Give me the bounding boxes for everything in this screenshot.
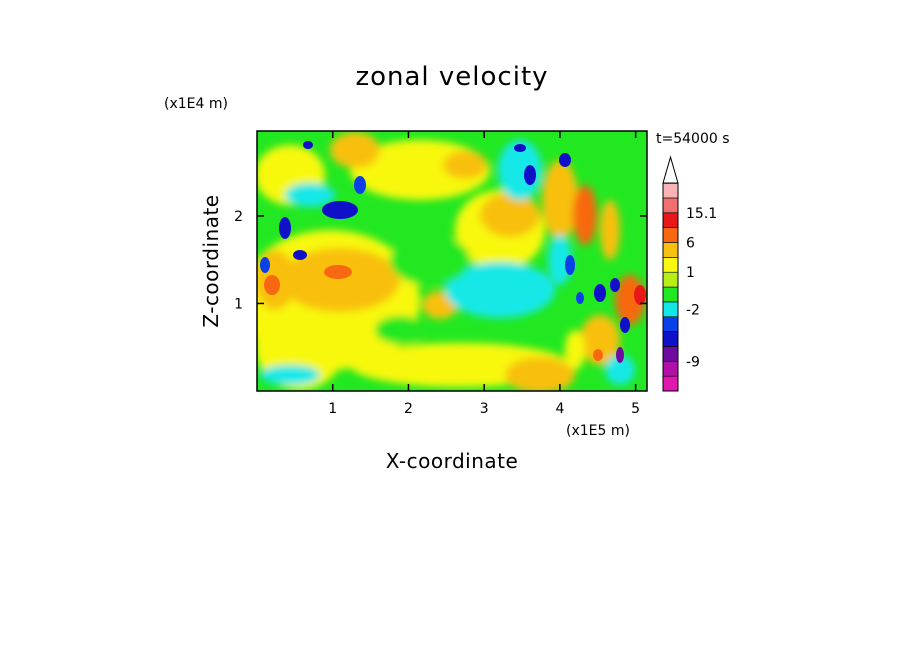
- colorbar-bin: [662, 257, 679, 273]
- colorbar-label: 15.1: [686, 206, 717, 222]
- x-axis-label: X-coordinate: [386, 449, 519, 473]
- colorbar-bin: [662, 360, 679, 377]
- x-tick-label: 2: [404, 401, 413, 417]
- colorbar-label: 1: [686, 265, 695, 281]
- colorbar-bin: [662, 271, 679, 288]
- x-tick-label: 5: [631, 401, 640, 417]
- colorbar-bin: [662, 286, 679, 303]
- colorbar-label: -9: [686, 354, 700, 370]
- contour-field: [257, 131, 647, 391]
- colorbar-bin: [662, 197, 679, 214]
- colorbar-extend-arrow: [662, 155, 679, 184]
- y-tick-label: 1: [234, 296, 243, 312]
- colorbar-bin: [662, 346, 679, 362]
- time-label: t=54000 s: [656, 131, 730, 147]
- chart-title: zonal velocity: [355, 62, 548, 92]
- x-tick-label: 4: [555, 401, 564, 417]
- colorbar-bin: [662, 316, 679, 332]
- colorbar-bin: [662, 212, 679, 228]
- y-axis: 12: [234, 209, 647, 312]
- x-tick-label: 1: [328, 401, 337, 417]
- colorbar-bin: [662, 242, 679, 258]
- y-tick-label: 2: [234, 209, 243, 225]
- plot-frame: [256, 130, 648, 392]
- x-scale-label: (x1E5 m): [566, 423, 630, 439]
- colorbar-label: 6: [686, 236, 695, 252]
- x-axis: 1 2 3 4 5: [328, 131, 640, 417]
- colorbar-bin: [662, 227, 679, 243]
- colorbar-bin: [662, 182, 679, 199]
- colorbar-frame: [662, 182, 679, 392]
- y-axis-label: Z-coordinate: [199, 194, 223, 327]
- colorbar-label: -2: [686, 302, 700, 318]
- colorbar-bin: [662, 375, 679, 392]
- colorbar: 15.1 6 1 -2 -9: [662, 155, 717, 392]
- x-tick-label: 3: [480, 401, 489, 417]
- y-scale-label: (x1E4 m): [164, 96, 228, 112]
- colorbar-bin: [662, 301, 679, 318]
- colorbar-bin: [662, 331, 679, 347]
